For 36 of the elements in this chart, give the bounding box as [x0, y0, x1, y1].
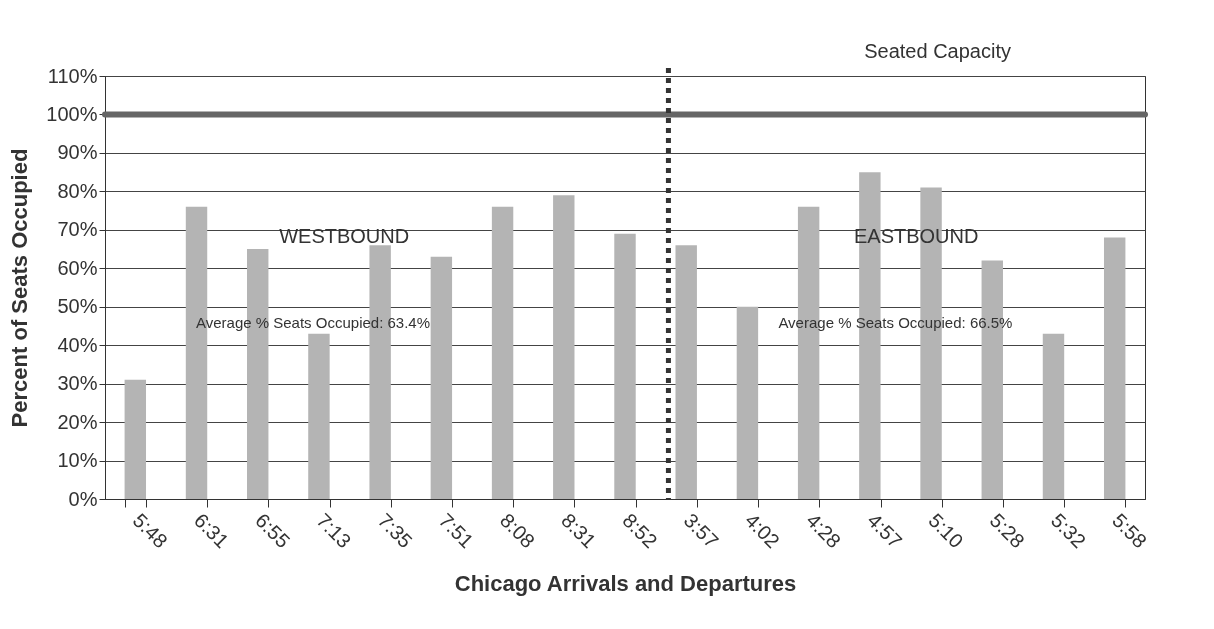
bar — [675, 245, 697, 499]
x-tick-label: 3:57 — [679, 509, 723, 553]
bar — [124, 379, 147, 499]
x-tick-label: 7:35 — [373, 509, 417, 553]
y-tick-label: 70% — [57, 218, 98, 241]
x-tick-label: 4:57 — [863, 509, 907, 553]
x-tick-label: 5:10 — [924, 509, 968, 553]
bar — [308, 333, 330, 499]
y-tick-label: 90% — [57, 141, 98, 164]
y-tick-label: 20% — [57, 410, 98, 433]
bar — [430, 256, 453, 499]
annotation: EASTBOUND — [853, 224, 979, 247]
x-tick-label: 4:28 — [802, 509, 846, 553]
y-tick-label: 60% — [57, 256, 98, 279]
y-tick-label: 100% — [46, 102, 98, 125]
y-tick-label: 50% — [57, 295, 98, 318]
x-tick-label: 4:02 — [740, 509, 784, 553]
y-tick-label: 110% — [47, 64, 98, 87]
bar — [491, 206, 514, 499]
bar — [736, 306, 759, 499]
y-tick-label: 40% — [57, 333, 98, 356]
y-tick-label: 0% — [68, 487, 98, 510]
x-tick-label: 8:08 — [496, 509, 540, 553]
y-tick-label: 30% — [57, 372, 98, 395]
bar — [1103, 237, 1126, 499]
bar — [553, 195, 575, 499]
y-tick-label: 80% — [57, 179, 98, 202]
ref-line-label: Seated Capacity — [864, 40, 1011, 62]
annotation: WESTBOUND — [279, 224, 410, 247]
bar — [614, 233, 636, 499]
y-tick-label: 10% — [57, 449, 98, 472]
x-axis-title: Chicago Arrivals and Departures — [454, 571, 797, 597]
annotation: Average % Seats Occupied: 63.4% — [195, 314, 431, 332]
y-axis-title: Percent of Seats Occupied — [7, 148, 33, 428]
x-tick-label: 6:55 — [251, 509, 295, 553]
bar — [1042, 333, 1065, 499]
